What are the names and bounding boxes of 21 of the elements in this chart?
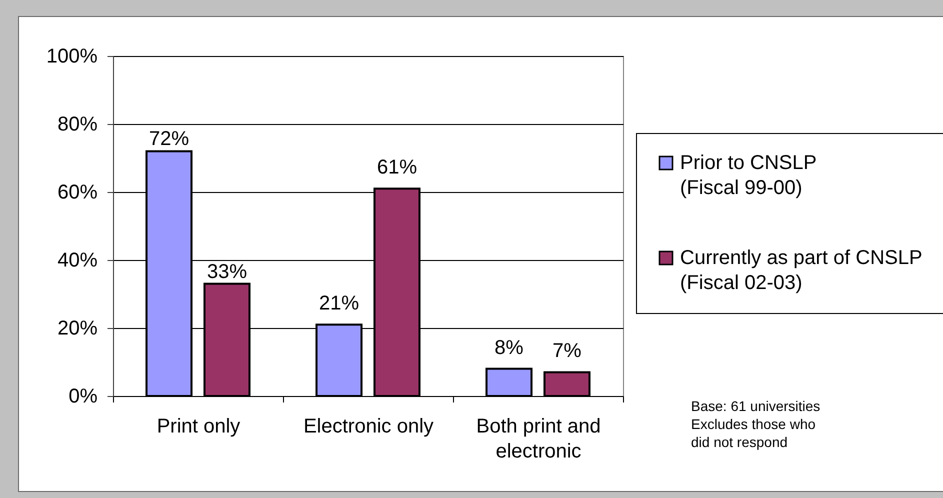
data-label: 72% <box>148 128 190 150</box>
y-tick-label: 80% <box>57 114 98 136</box>
data-label: 61% <box>376 156 418 179</box>
bar <box>543 371 590 397</box>
y-tick-label: 0% <box>68 386 98 408</box>
y-tick-label: 20% <box>57 318 98 340</box>
y-tick-label: 60% <box>57 182 98 204</box>
text: Base: 61 universities <box>691 398 820 414</box>
y-tick-label: 40% <box>57 250 98 272</box>
text: Excludes those who did not respond <box>691 416 816 450</box>
legend-label: Prior to CNSLP (Fiscal 99-00) <box>680 152 817 199</box>
data-label: 7% <box>552 340 582 362</box>
y-tick-label: 100% <box>46 46 98 68</box>
bar <box>486 368 533 397</box>
x-tick-label: Print only <box>156 416 240 438</box>
legend-label: Currently as part of CNSLP (Fiscal 02-03) <box>680 247 922 294</box>
data-label: 33% <box>206 260 248 283</box>
x-tick-label: Both print and electronic <box>476 416 601 462</box>
x-tick-label: Electronic only <box>303 416 434 438</box>
data-label: 21% <box>318 292 360 315</box>
data-label: 8% <box>494 336 524 359</box>
